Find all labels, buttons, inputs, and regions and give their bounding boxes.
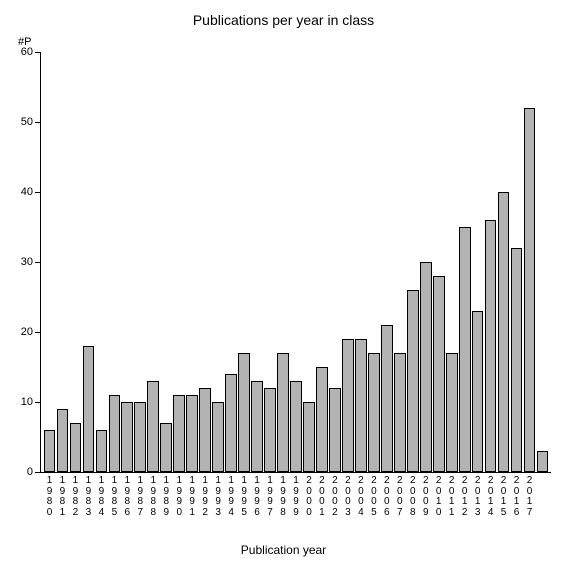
bar xyxy=(212,402,224,472)
bar xyxy=(251,381,263,472)
x-tick-label: 2 0 0 9 xyxy=(421,476,431,518)
y-tick xyxy=(35,262,41,263)
bar xyxy=(472,311,484,472)
y-tick xyxy=(35,472,41,473)
x-tick-label: 2 0 1 5 xyxy=(499,476,509,518)
bar xyxy=(498,192,510,472)
bar xyxy=(524,108,536,472)
y-tick-label: 0 xyxy=(27,466,33,478)
y-tick-label: 30 xyxy=(21,256,33,268)
x-tick-label: 1 9 8 7 xyxy=(135,476,145,518)
x-tick-label: 2 0 1 1 xyxy=(447,476,457,518)
bar xyxy=(485,220,497,472)
x-tick-label: 1 9 9 6 xyxy=(252,476,262,518)
bar xyxy=(329,388,341,472)
x-tick-label: 2 0 0 3 xyxy=(343,476,353,518)
bar xyxy=(147,381,159,472)
bar xyxy=(134,402,146,472)
bar xyxy=(355,339,367,472)
bar xyxy=(459,227,471,472)
x-tick-label: 1 9 8 3 xyxy=(83,476,93,518)
bar xyxy=(199,388,211,472)
chart-container: Publications per year in class #P 010203… xyxy=(0,0,567,567)
bar xyxy=(70,423,82,472)
y-tick-label: 20 xyxy=(21,326,33,338)
bar xyxy=(186,395,198,472)
bar xyxy=(83,346,95,472)
y-tick xyxy=(35,52,41,53)
x-tick-label: 2 0 0 7 xyxy=(395,476,405,518)
plot-area: 01020304050601 9 8 01 9 8 11 9 8 21 9 8 … xyxy=(40,52,551,473)
x-tick-label: 2 0 1 6 xyxy=(512,476,522,518)
x-tick-label: 1 9 9 0 xyxy=(174,476,184,518)
bar xyxy=(407,290,419,472)
bar xyxy=(368,353,380,472)
y-tick xyxy=(35,332,41,333)
x-tick-label: 2 0 0 2 xyxy=(330,476,340,518)
bar xyxy=(342,339,354,472)
bar xyxy=(316,367,328,472)
bar xyxy=(57,409,69,472)
x-tick-label: 2 0 0 8 xyxy=(408,476,418,518)
bar xyxy=(160,423,172,472)
x-tick-label: 2 0 1 2 xyxy=(460,476,470,518)
x-tick-label: 2 0 0 1 xyxy=(317,476,327,518)
x-tick-label: 1 9 9 4 xyxy=(226,476,236,518)
bar xyxy=(446,353,458,472)
y-tick xyxy=(35,402,41,403)
chart-title: Publications per year in class xyxy=(0,12,567,28)
x-tick-label: 2 0 0 5 xyxy=(369,476,379,518)
bar xyxy=(290,381,302,472)
bar xyxy=(44,430,56,472)
y-tick-label: 40 xyxy=(21,186,33,198)
y-tick-label: 10 xyxy=(21,396,33,408)
x-tick-label: 1 9 8 5 xyxy=(109,476,119,518)
x-tick-label: 2 0 1 7 xyxy=(525,476,535,518)
y-tick-label: 50 xyxy=(21,116,33,128)
x-tick-label: 1 9 8 8 xyxy=(148,476,158,518)
x-tick-label: 2 0 0 4 xyxy=(356,476,366,518)
x-tick-label: 1 9 8 2 xyxy=(70,476,80,518)
x-tick-label: 1 9 8 0 xyxy=(44,476,54,518)
x-tick-label: 1 9 9 1 xyxy=(187,476,197,518)
y-tick xyxy=(35,192,41,193)
x-tick-label: 1 9 9 8 xyxy=(278,476,288,518)
bar xyxy=(96,430,108,472)
bar xyxy=(173,395,185,472)
bar xyxy=(511,248,523,472)
bar xyxy=(537,451,549,472)
x-tick-label: 2 0 0 6 xyxy=(382,476,392,518)
x-tick-label: 2 0 1 3 xyxy=(473,476,483,518)
x-axis-label: Publication year xyxy=(0,543,567,557)
y-tick xyxy=(35,122,41,123)
x-tick-label: 2 0 1 4 xyxy=(486,476,496,518)
bar xyxy=(109,395,121,472)
x-tick-label: 1 9 9 5 xyxy=(239,476,249,518)
x-tick-label: 1 9 8 9 xyxy=(161,476,171,518)
bar xyxy=(394,353,406,472)
bar xyxy=(420,262,432,472)
bar xyxy=(121,402,133,472)
bars-group xyxy=(43,52,549,472)
x-tick-label: 1 9 9 2 xyxy=(200,476,210,518)
x-tick-label: 1 9 9 7 xyxy=(265,476,275,518)
x-tick-label: 1 9 9 3 xyxy=(213,476,223,518)
bar xyxy=(238,353,250,472)
bar xyxy=(225,374,237,472)
x-tick-label: 1 9 8 4 xyxy=(96,476,106,518)
x-tick-label: 2 0 1 0 xyxy=(434,476,444,518)
bar xyxy=(277,353,289,472)
bar xyxy=(381,325,393,472)
x-tick-label: 1 9 8 6 xyxy=(122,476,132,518)
x-tick-label: 1 9 8 1 xyxy=(57,476,67,518)
bar xyxy=(433,276,445,472)
y-tick-label: 60 xyxy=(21,46,33,58)
x-tick-label: 1 9 9 9 xyxy=(291,476,301,518)
bar xyxy=(303,402,315,472)
x-tick-label: 2 0 0 0 xyxy=(304,476,314,518)
bar xyxy=(264,388,276,472)
